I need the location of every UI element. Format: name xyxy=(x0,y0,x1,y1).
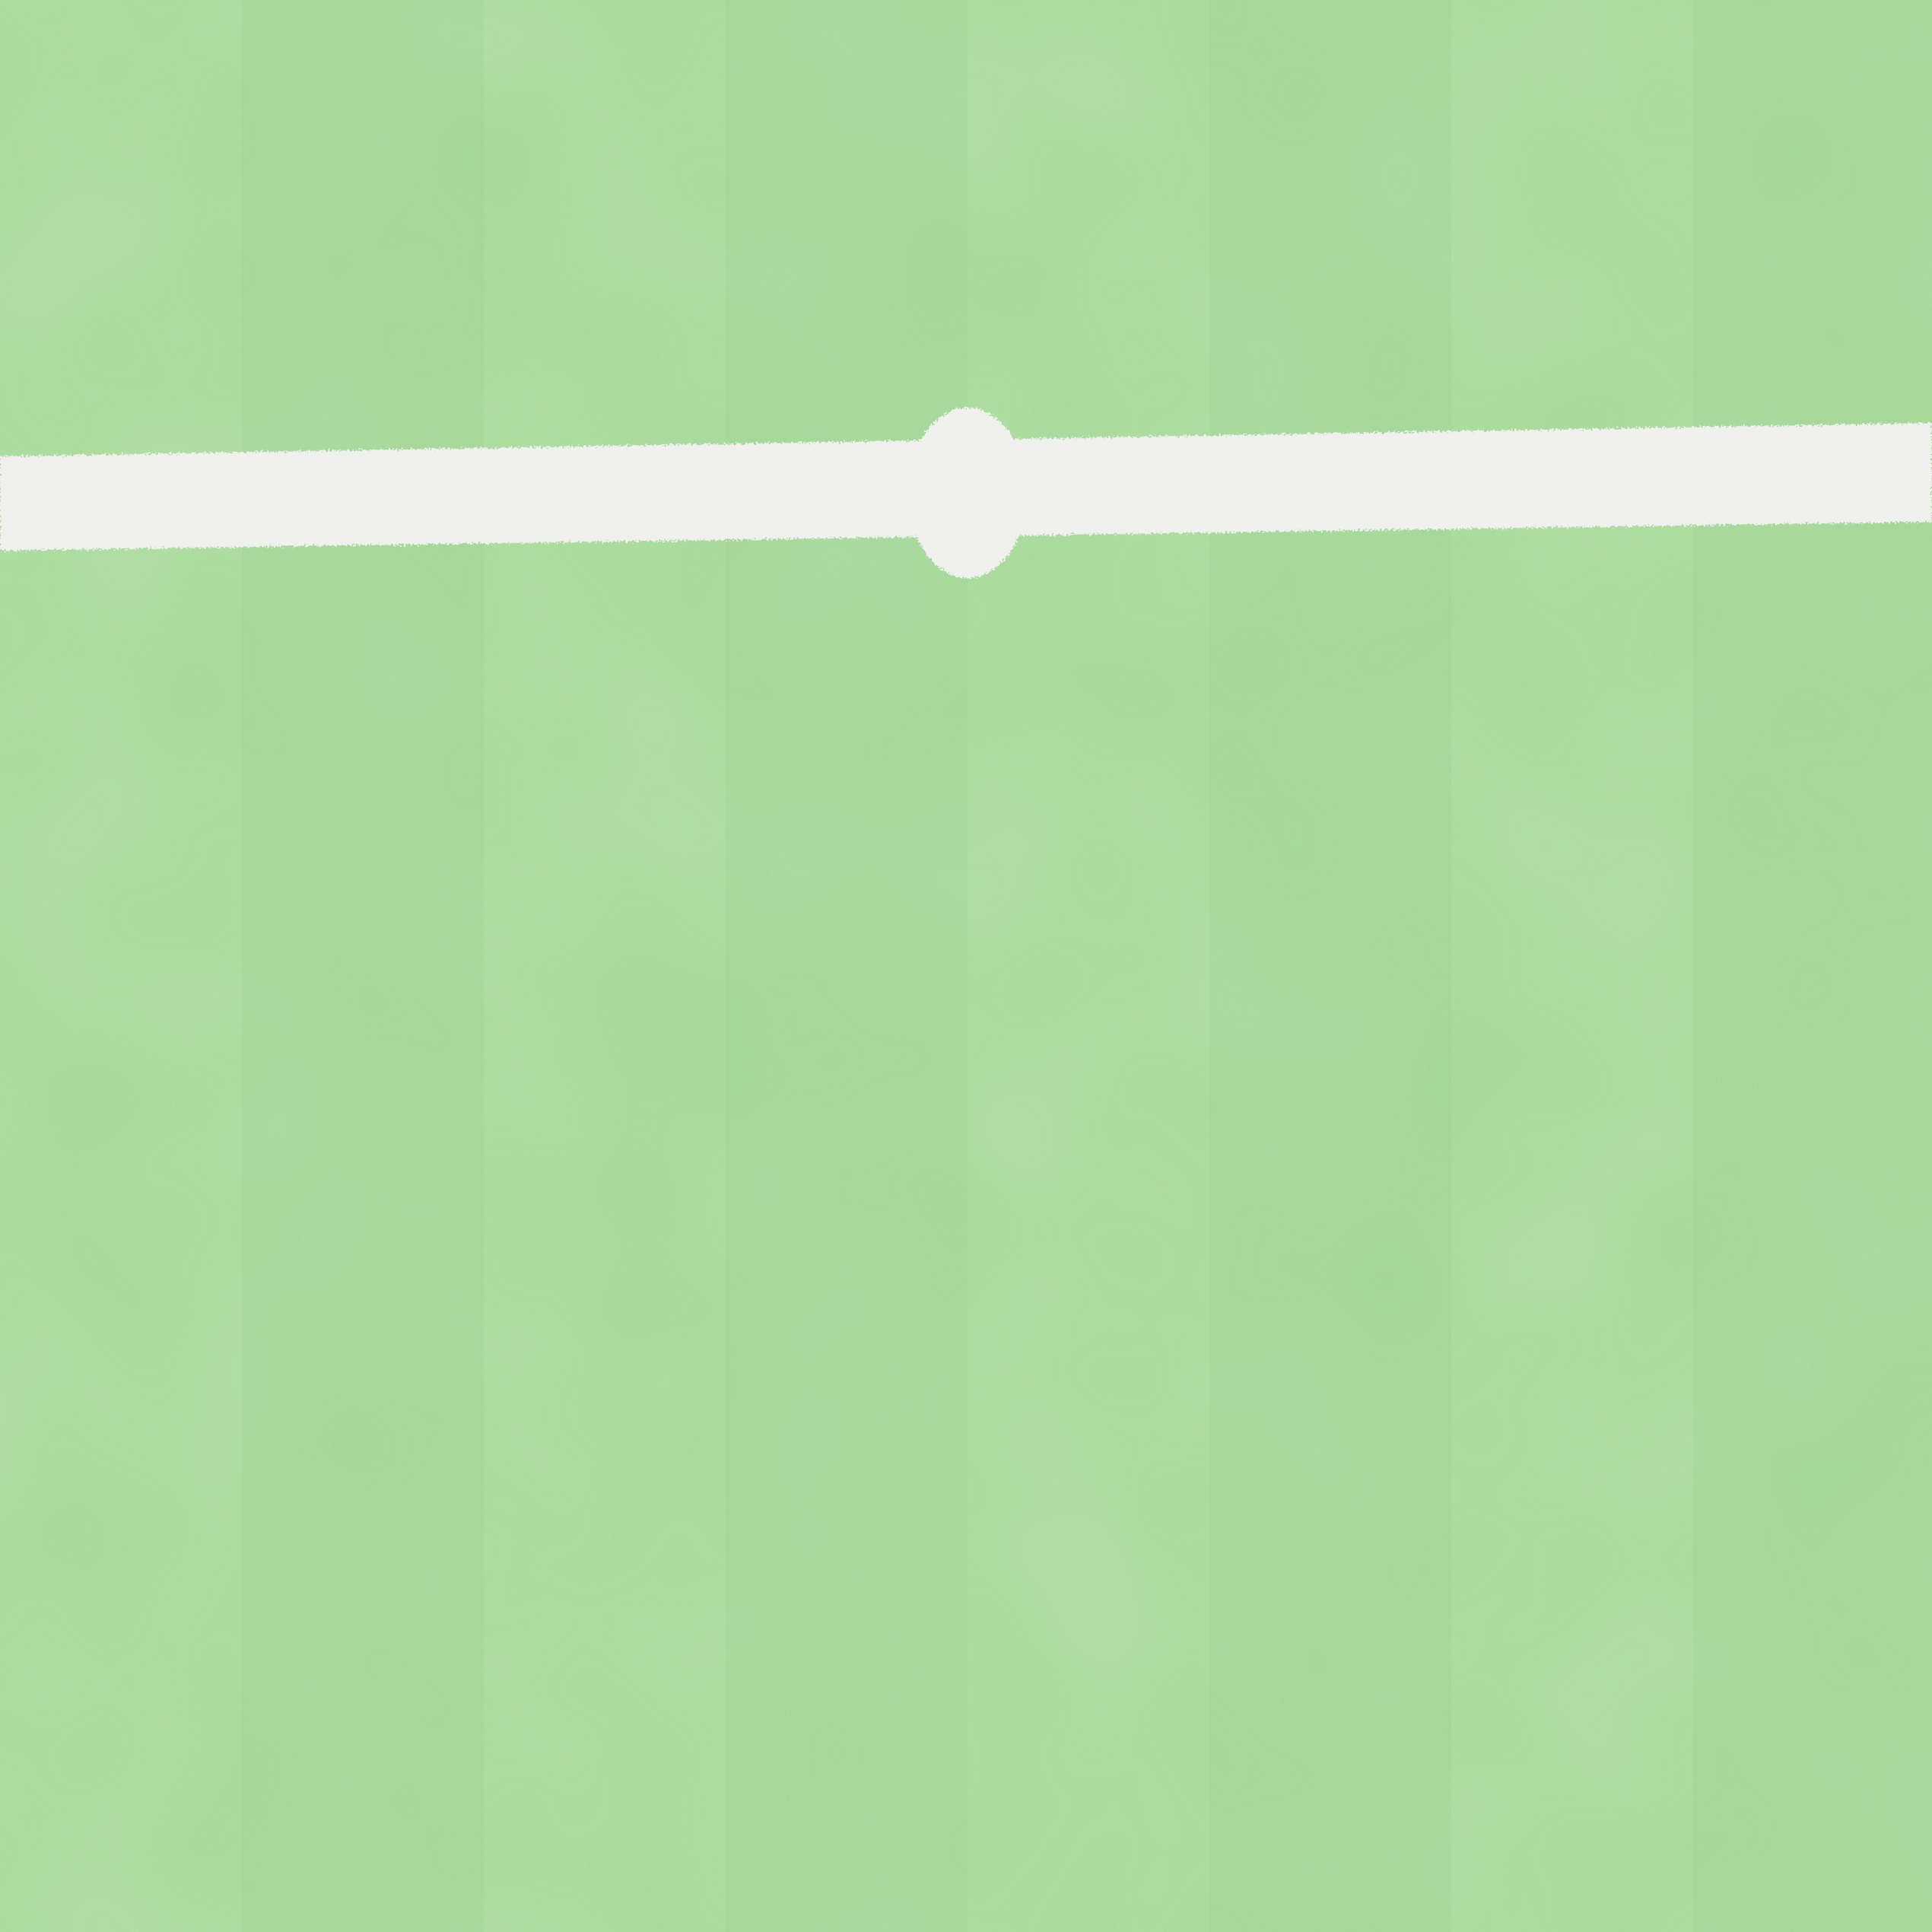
mowing-stripe xyxy=(484,0,726,1932)
mowing-stripe xyxy=(1209,0,1451,1932)
mowing-stripe xyxy=(0,0,242,1932)
center-spot xyxy=(908,408,1027,578)
mowing-stripe xyxy=(968,0,1209,1932)
mowing-stripe xyxy=(1693,0,1932,1932)
mowing-stripe xyxy=(1451,0,1693,1932)
mowing-stripe xyxy=(726,0,968,1932)
mowing-stripe xyxy=(242,0,484,1932)
